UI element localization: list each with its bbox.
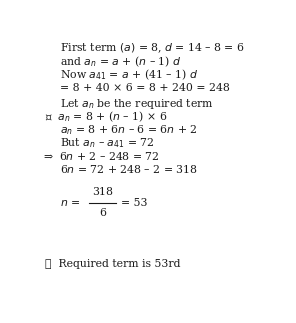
Text: $n$ =: $n$ = bbox=[60, 198, 80, 208]
Text: 6$n$ = 72 + 248 – 2 = 318: 6$n$ = 72 + 248 – 2 = 318 bbox=[60, 163, 198, 175]
Text: $a_n$ = 8 + 6$n$ – 6 = 6$n$ + 2: $a_n$ = 8 + 6$n$ – 6 = 6$n$ + 2 bbox=[60, 123, 197, 137]
Text: = 53: = 53 bbox=[121, 198, 147, 208]
Text: 6: 6 bbox=[99, 208, 106, 218]
Text: First term $(a)$ = 8, $d$ = 14 – 8 = 6: First term $(a)$ = 8, $d$ = 14 – 8 = 6 bbox=[60, 42, 245, 56]
Text: and $a_n$ = $a$ + ($n$ – 1) $d$: and $a_n$ = $a$ + ($n$ – 1) $d$ bbox=[60, 54, 181, 69]
Text: 318: 318 bbox=[92, 187, 113, 197]
Text: ⇒  6$n$ + 2 – 248 = 72: ⇒ 6$n$ + 2 – 248 = 72 bbox=[43, 150, 160, 162]
Text: Let $a_n$ be the required term: Let $a_n$ be the required term bbox=[60, 97, 214, 111]
Text: = 8 + 40 × 6 = 8 + 240 = 248: = 8 + 40 × 6 = 8 + 240 = 248 bbox=[60, 82, 230, 92]
Text: Now $a_{41}$ = $a$ + (41 – 1) $d$: Now $a_{41}$ = $a$ + (41 – 1) $d$ bbox=[60, 67, 198, 82]
Text: ∴  Required term is 53rd: ∴ Required term is 53rd bbox=[45, 259, 181, 269]
Text: ∴  $a_n$ = 8 + ($n$ – 1) × 6: ∴ $a_n$ = 8 + ($n$ – 1) × 6 bbox=[45, 110, 167, 124]
Text: But $a_n$ – $a_{41}$ = 72: But $a_n$ – $a_{41}$ = 72 bbox=[60, 136, 155, 150]
